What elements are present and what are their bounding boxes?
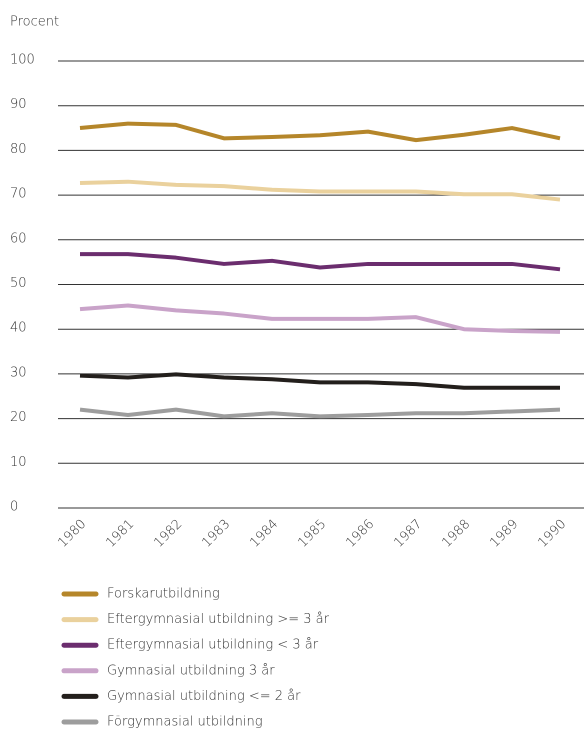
x-tick-label: 1989 — [487, 517, 521, 551]
y-tick-label: 90 — [10, 97, 27, 112]
legend-label: Forskarutbildning — [107, 587, 220, 602]
series-line — [79, 121, 561, 143]
series-line — [79, 407, 561, 419]
x-tick-label: 1982 — [151, 517, 185, 551]
x-tick-label: 1981 — [103, 517, 137, 551]
y-tick-label: 70 — [10, 187, 27, 202]
y-axis-label: Procent — [10, 15, 59, 30]
x-tick-label: 1986 — [343, 517, 377, 551]
x-tick-label: 1983 — [199, 517, 233, 551]
y-tick-label: 100 — [10, 53, 35, 68]
legend-label: Gymnasial utbildning <= 2 år — [107, 689, 301, 704]
legend-label: Eftergymnasial utbildning < 3 år — [107, 638, 319, 653]
x-tick-label: 1985 — [295, 517, 329, 551]
x-tick-label: 1990 — [535, 517, 569, 551]
legend-label: Gymnasial utbildning 3 år — [107, 663, 275, 678]
y-tick-label: 80 — [10, 142, 27, 157]
series-line — [79, 372, 560, 390]
series-line — [79, 179, 561, 202]
x-tick-label: 1987 — [391, 517, 425, 551]
x-tick-label: 1980 — [55, 517, 89, 551]
y-tick-label: 60 — [10, 231, 27, 246]
series-line — [80, 252, 561, 272]
legend-label: Eftergymnasial utbildning >= 3 år — [107, 612, 330, 627]
y-tick-label: 50 — [10, 276, 27, 291]
series-line — [79, 303, 561, 334]
x-tick-label: 1984 — [247, 517, 281, 551]
legend-label: Förgymnasial utbildning — [107, 715, 263, 730]
y-tick-label: 20 — [10, 410, 27, 425]
y-tick-label: 10 — [10, 455, 27, 470]
y-tick-label: 30 — [10, 365, 27, 380]
y-tick-label: 0 — [10, 500, 18, 515]
y-tick-label: 40 — [10, 321, 27, 336]
x-tick-label: 1988 — [439, 517, 473, 551]
